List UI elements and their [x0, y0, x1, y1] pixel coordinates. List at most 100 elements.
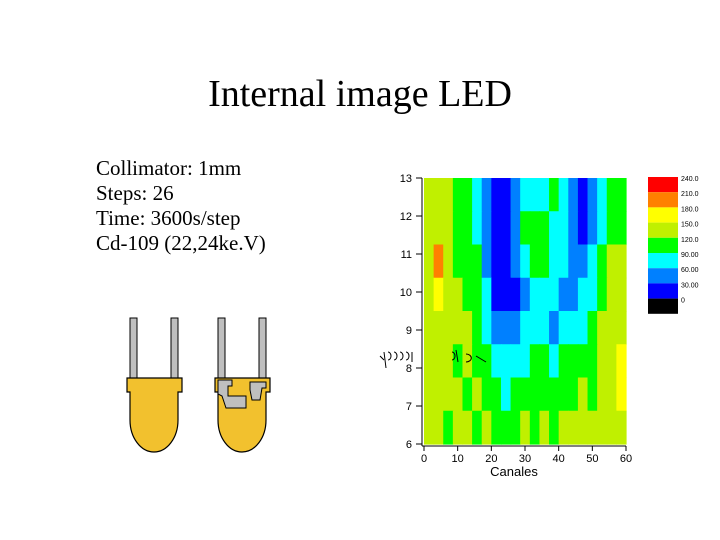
heatmap-cell	[424, 211, 435, 246]
heatmap-cell	[587, 244, 598, 279]
x-tick-label: 60	[620, 453, 632, 465]
heatmap-cell	[539, 311, 550, 345]
colorbar-label: 210.0	[681, 191, 699, 198]
heatmap-cell	[529, 311, 541, 345]
heatmap-cell	[568, 211, 579, 246]
collimator-line: Collimator: 1mm	[96, 156, 242, 180]
heatmap-cell	[452, 244, 464, 279]
y-tick-label: 7	[406, 401, 412, 413]
heatmap-cell	[587, 277, 598, 312]
y-tick-label: 8	[406, 363, 412, 375]
heatmap-cell	[424, 178, 435, 212]
heatmap-cell	[510, 377, 521, 412]
heatmap-cell	[433, 410, 444, 445]
y-axis-ticks: 6 7 8 9 10 11 12 13	[400, 173, 422, 451]
heatmap-cell	[539, 244, 550, 279]
heatmap-cell	[587, 344, 598, 379]
heatmap-cell	[472, 410, 483, 445]
heatmap-cell	[558, 178, 569, 212]
heatmap-cell	[568, 277, 579, 312]
heatmap-cell	[462, 277, 473, 312]
heatmap-cell	[472, 377, 483, 412]
heatmap-cell	[577, 244, 589, 279]
heatmap-cell	[491, 211, 502, 246]
heatmap-cell	[481, 244, 492, 279]
heatmap-cell	[452, 178, 464, 212]
y-axis-ink-scribble	[379, 349, 487, 369]
heatmap-cell	[549, 178, 560, 212]
heatmap-cell	[462, 244, 473, 279]
heatmap-cell	[510, 311, 521, 345]
parameters-list: Collimator: 1mm Steps: 26 Time: 3600s/st…	[96, 156, 266, 256]
heatmap-cell	[500, 410, 512, 445]
heatmap-cell	[539, 377, 550, 412]
heatmap-cell	[568, 344, 579, 379]
heatmap-cell	[529, 178, 541, 212]
heatmap-cell	[500, 244, 512, 279]
heatmap-cell	[577, 377, 589, 412]
heatmap-cell	[520, 277, 531, 312]
heatmap-cell	[520, 410, 531, 445]
heatmap-cell	[539, 410, 550, 445]
heatmap-cell	[568, 178, 579, 212]
heatmap-cell	[443, 344, 454, 379]
heatmap-cell	[491, 344, 502, 379]
heatmap-cell	[462, 344, 473, 379]
heatmap-cell	[500, 178, 512, 212]
heatmap-cell	[616, 178, 627, 212]
heatmap-cell	[433, 311, 444, 345]
heatmap-cell	[452, 377, 464, 412]
heatmap-cell	[606, 244, 617, 279]
y-tick-label: 13	[400, 173, 412, 185]
heatmap-cell	[549, 311, 560, 345]
heatmap-cell	[606, 178, 617, 212]
heatmap-cell	[510, 410, 521, 445]
heatmap-cell	[539, 277, 550, 312]
heatmap-cell	[443, 311, 454, 345]
heatmap-cell	[491, 377, 502, 412]
heatmap-cell	[558, 377, 569, 412]
heatmap-cell	[568, 410, 579, 445]
heatmap-cells	[424, 178, 627, 445]
heatmap-cell	[520, 311, 531, 345]
heatmap-cell	[472, 178, 483, 212]
heatmap-cell	[616, 211, 627, 246]
heatmap-cell	[520, 244, 531, 279]
y-tick-label: 10	[400, 287, 412, 299]
heatmap-cell	[500, 311, 512, 345]
heatmap-cell	[481, 344, 492, 379]
heatmap-cell	[433, 277, 444, 312]
heatmap-cell	[520, 211, 531, 246]
heatmap-cell	[529, 211, 541, 246]
colorbar-swatch	[648, 192, 678, 208]
heatmap-cell	[520, 344, 531, 379]
heatmap-cell	[549, 277, 560, 312]
heatmap-cell	[424, 410, 435, 445]
colorbar-label: 60.00	[681, 267, 699, 274]
heatmap-cell	[529, 410, 541, 445]
x-axis-ticks: 0 10 20 30 40 50 60	[421, 446, 632, 465]
heatmap-cell	[500, 344, 512, 379]
heatmap-cell	[510, 277, 521, 312]
x-tick-label: 30	[519, 453, 531, 465]
heatmap-cell	[558, 410, 569, 445]
heatmap-cell	[558, 211, 569, 246]
heatmap-cell	[500, 211, 512, 246]
heatmap-cell	[424, 344, 435, 379]
heatmap-cell	[577, 277, 589, 312]
heatmap-cell	[597, 277, 608, 312]
heatmap-cell	[606, 311, 617, 345]
colorbar-swatch	[648, 207, 678, 223]
heatmap-cell	[558, 244, 569, 279]
heatmap-cell	[443, 211, 454, 246]
heatmap-cell	[452, 277, 464, 312]
heatmap-cell	[472, 244, 483, 279]
heatmap-cell	[424, 377, 435, 412]
heatmap-cell	[597, 344, 608, 379]
heatmap-cell	[462, 410, 473, 445]
heatmap-cell	[587, 377, 598, 412]
heatmap-cell	[462, 311, 473, 345]
heatmap-cell	[433, 344, 444, 379]
heatmap-cell	[529, 377, 541, 412]
heatmap-cell	[481, 377, 492, 412]
